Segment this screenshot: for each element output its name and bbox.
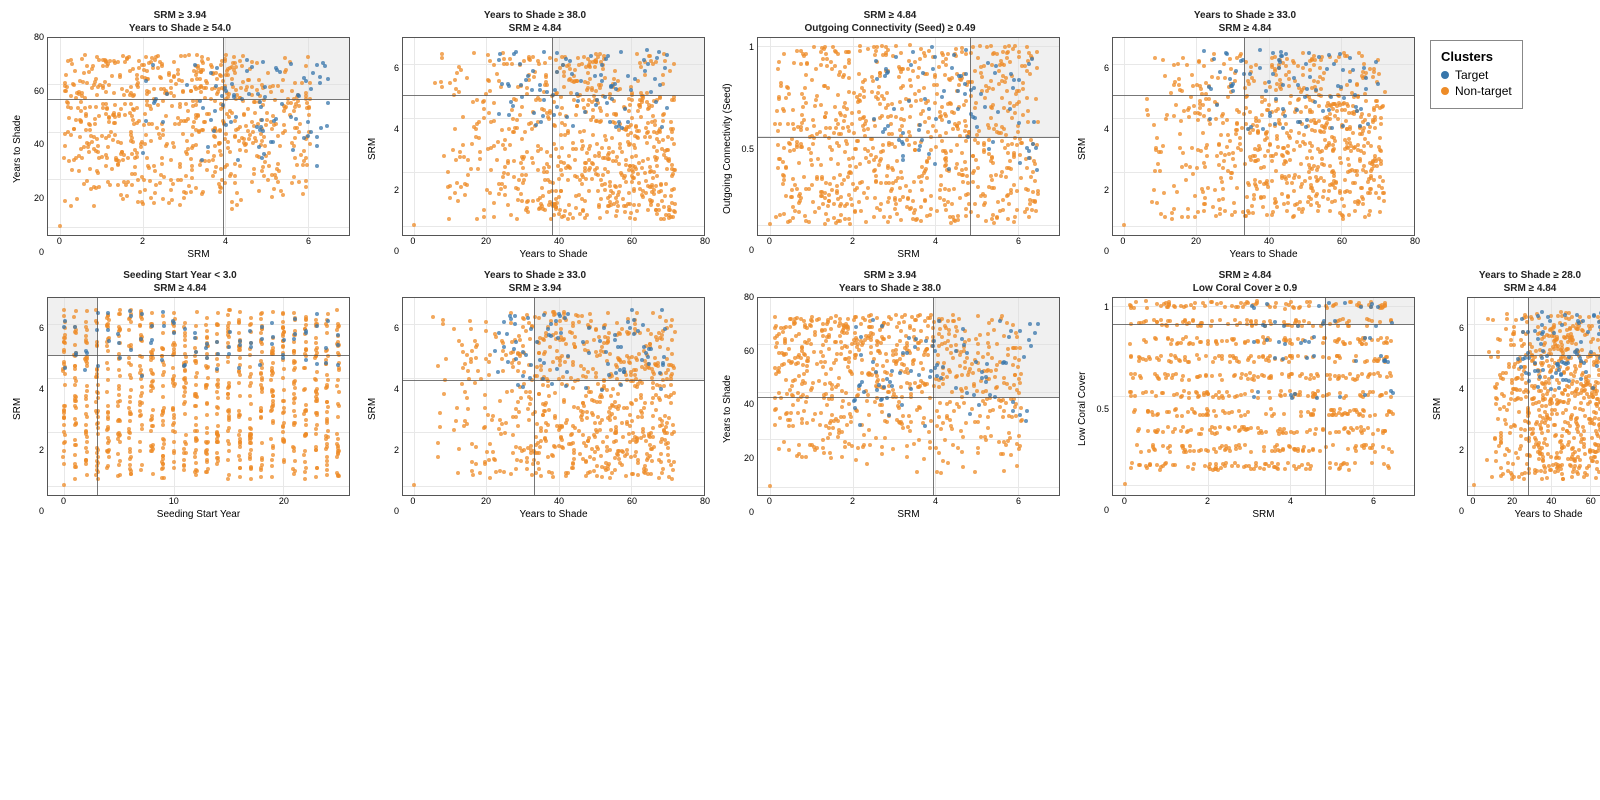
x-ticks: 0246 (757, 236, 1060, 248)
scatter-panel-3: Years to Shade ≥ 33.0 SRM ≥ 4.84 SRM02460… (1075, 10, 1415, 260)
x-axis-label: SRM (47, 249, 350, 260)
x-axis-label: Years to Shade (402, 249, 705, 260)
plot-area (47, 297, 350, 496)
panel-title: SRM ≥ 3.94 Years to Shade ≥ 54.0 (10, 10, 350, 35)
scatter-panel-5: Years to Shade ≥ 33.0 SRM ≥ 3.94 SRM02460… (365, 270, 705, 520)
scatter-panel-6: SRM ≥ 3.94 Years to Shade ≥ 38.0 Years to… (720, 270, 1060, 520)
x-axis-label: Years to Shade (1112, 249, 1415, 260)
y-axis-label: SRM (1430, 297, 1445, 520)
y-axis-label: Outgoing Connectivity (Seed) (720, 37, 735, 260)
x-ticks: 0246 (47, 236, 350, 248)
plot-area (757, 37, 1060, 236)
legend-item-label: Target (1455, 68, 1488, 82)
panel-title: SRM ≥ 4.84 Low Coral Cover ≥ 0.9 (1075, 270, 1415, 295)
y-ticks: 00.51 (735, 37, 757, 260)
y-axis-label: SRM (1075, 37, 1090, 260)
legend: Clusters Target Non-target (1430, 10, 1600, 260)
panel-title: Years to Shade ≥ 33.0 SRM ≥ 3.94 (365, 270, 705, 295)
legend-title: Clusters (1441, 49, 1512, 64)
scatter-panel-0: SRM ≥ 3.94 Years to Shade ≥ 54.0 Years to… (10, 10, 350, 260)
x-axis-label: SRM (757, 509, 1060, 520)
y-axis-label: Low Coral Cover (1075, 297, 1090, 520)
scatter-panel-8: Years to Shade ≥ 28.0 SRM ≥ 4.84 SRM02460… (1430, 270, 1600, 520)
x-axis-label: Seeding Start Year (47, 509, 350, 520)
plot-area (402, 37, 705, 236)
panel-title: Years to Shade ≥ 33.0 SRM ≥ 4.84 (1075, 10, 1415, 35)
x-ticks: 0246 (1112, 496, 1415, 508)
y-axis-label: Years to Shade (720, 297, 735, 520)
scatter-panel-2: SRM ≥ 4.84 Outgoing Connectivity (Seed) … (720, 10, 1060, 260)
plot-area (1112, 37, 1415, 236)
legend-swatch-icon (1441, 87, 1449, 95)
x-axis-label: Years to Shade (1467, 509, 1600, 520)
panel-title: Years to Shade ≥ 28.0 SRM ≥ 4.84 (1430, 270, 1600, 295)
plot-area (1467, 297, 1600, 496)
legend-item: Target (1441, 68, 1512, 82)
plot-area (757, 297, 1060, 496)
legend-swatch-icon (1441, 71, 1449, 79)
y-axis-label: SRM (10, 297, 25, 520)
x-axis-label: Years to Shade (402, 509, 705, 520)
x-ticks: 020406080 (402, 236, 705, 248)
x-ticks: 020406080 (1112, 236, 1415, 248)
panel-title: SRM ≥ 4.84 Outgoing Connectivity (Seed) … (720, 10, 1060, 35)
y-ticks: 0246 (1445, 297, 1467, 520)
y-axis-label: Years to Shade (10, 37, 25, 260)
y-axis-label: SRM (365, 37, 380, 260)
x-ticks: 01020 (47, 496, 350, 508)
y-ticks: 0246 (25, 297, 47, 520)
scatter-panel-7: SRM ≥ 4.84 Low Coral Cover ≥ 0.9 Low Cora… (1075, 270, 1415, 520)
scatter-panel-4: Seeding Start Year < 3.0 SRM ≥ 4.84 SRM02… (10, 270, 350, 520)
legend-item-label: Non-target (1455, 84, 1512, 98)
plot-area (402, 297, 705, 496)
panel-title: Years to Shade ≥ 38.0 SRM ≥ 4.84 (365, 10, 705, 35)
y-ticks: 0246 (380, 297, 402, 520)
x-ticks: 0246 (757, 496, 1060, 508)
legend-item: Non-target (1441, 84, 1512, 98)
y-ticks: 00.51 (1090, 297, 1112, 520)
plot-area (47, 37, 350, 236)
y-ticks: 0246 (1090, 37, 1112, 260)
panel-title: Seeding Start Year < 3.0 SRM ≥ 4.84 (10, 270, 350, 295)
y-ticks: 020406080 (25, 37, 47, 260)
plot-area (1112, 297, 1415, 496)
x-ticks: 020406080 (402, 496, 705, 508)
y-axis-label: SRM (365, 297, 380, 520)
x-axis-label: SRM (1112, 509, 1415, 520)
x-ticks: 020406080 (1467, 496, 1600, 508)
y-ticks: 020406080 (735, 297, 757, 520)
scatter-panel-1: Years to Shade ≥ 38.0 SRM ≥ 4.84 SRM02460… (365, 10, 705, 260)
panel-title: SRM ≥ 3.94 Years to Shade ≥ 38.0 (720, 270, 1060, 295)
x-axis-label: SRM (757, 249, 1060, 260)
y-ticks: 0246 (380, 37, 402, 260)
